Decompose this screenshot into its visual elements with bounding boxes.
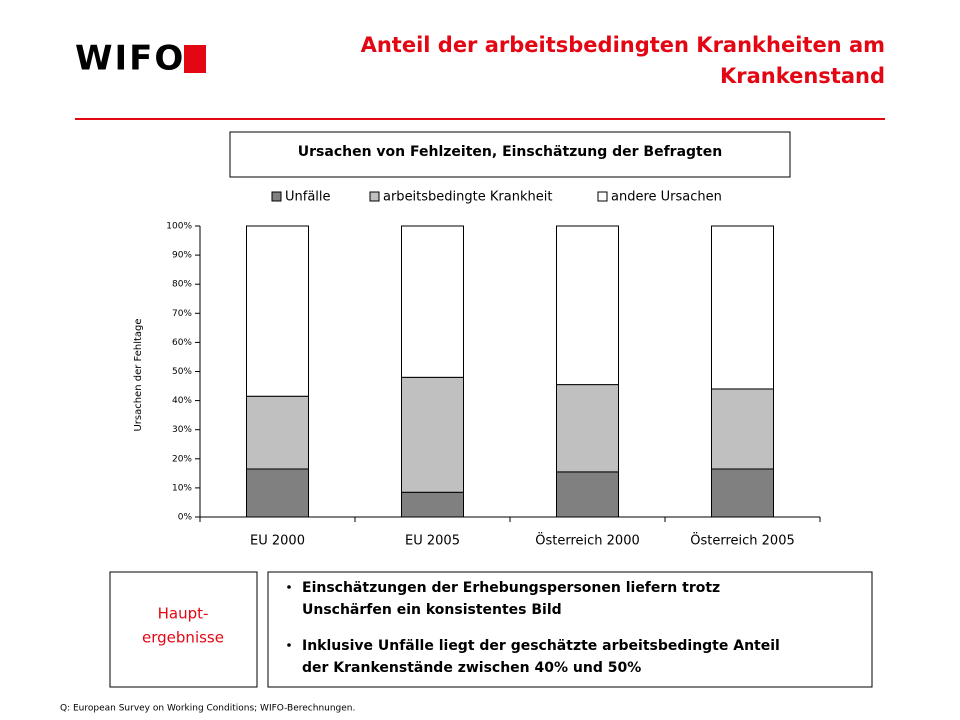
y-tick-label: 100% xyxy=(166,222,192,232)
source-note: Q: European Survey on Working Conditions… xyxy=(60,704,355,714)
y-tick-label: 80% xyxy=(172,280,192,290)
bar-segment xyxy=(711,468,774,518)
bar-segment xyxy=(246,395,309,470)
x-tick-label: Österreich 2005 xyxy=(690,532,795,549)
y-tick-label: 20% xyxy=(172,454,192,464)
bullet-text: Inklusive Unfälle liegt der geschätzte a… xyxy=(302,638,780,654)
x-tick-label: EU 2000 xyxy=(250,534,305,549)
chart-title-box xyxy=(229,131,791,178)
x-tick-label: EU 2005 xyxy=(405,534,460,549)
legend-label: Unfälle xyxy=(285,190,331,205)
bar-segment xyxy=(556,384,619,473)
y-tick-label: 50% xyxy=(172,367,192,377)
y-tick-label: 30% xyxy=(172,425,192,435)
bullet-text: Einschätzungen der Erhebungspersonen lie… xyxy=(302,580,720,596)
bar-segment xyxy=(401,225,464,378)
y-tick-label: 90% xyxy=(172,251,192,261)
y-tick-label: 0% xyxy=(178,513,193,523)
bar-segment xyxy=(556,225,619,386)
bar-segment xyxy=(711,388,774,470)
y-tick-label: 40% xyxy=(172,396,192,406)
summary-label-box xyxy=(109,571,258,688)
summary-label: ergebnisse xyxy=(142,629,224,647)
legend-label: arbeitsbedingte Krankheit xyxy=(383,190,552,205)
legend-swatch xyxy=(271,191,282,202)
chart-title: Ursachen von Fehlzeiten, Einschätzung de… xyxy=(298,144,722,160)
bar-segment xyxy=(556,471,619,518)
x-tick-label: Österreich 2000 xyxy=(535,532,640,549)
bar-segment xyxy=(246,468,309,518)
legend-swatch xyxy=(597,191,608,202)
legend-swatch xyxy=(369,191,380,202)
summary-label: Haupt- xyxy=(158,605,209,623)
bullet-text: Unschärfen ein konsistentes Bild xyxy=(302,602,562,618)
bar-segment xyxy=(401,491,464,518)
legend-label: andere Ursachen xyxy=(611,190,722,205)
bar-segment xyxy=(401,376,464,493)
logo: WIFO xyxy=(75,39,185,79)
logo-square xyxy=(184,45,206,73)
bar-segment xyxy=(246,225,309,397)
summary-box xyxy=(267,571,873,688)
bullet xyxy=(287,585,291,589)
slide-title: Krankenstand xyxy=(720,64,885,88)
y-tick-label: 60% xyxy=(172,338,192,348)
y-axis-label: Ursachen der Fehltage xyxy=(133,318,144,431)
bar-segment xyxy=(711,225,774,390)
slide-title: Anteil der arbeitsbedingten Krankheiten … xyxy=(361,33,885,57)
y-tick-label: 10% xyxy=(172,483,192,493)
bullet xyxy=(287,643,291,647)
y-tick-label: 70% xyxy=(172,309,192,319)
bullet-text: der Krankenstände zwischen 40% und 50% xyxy=(302,660,641,676)
